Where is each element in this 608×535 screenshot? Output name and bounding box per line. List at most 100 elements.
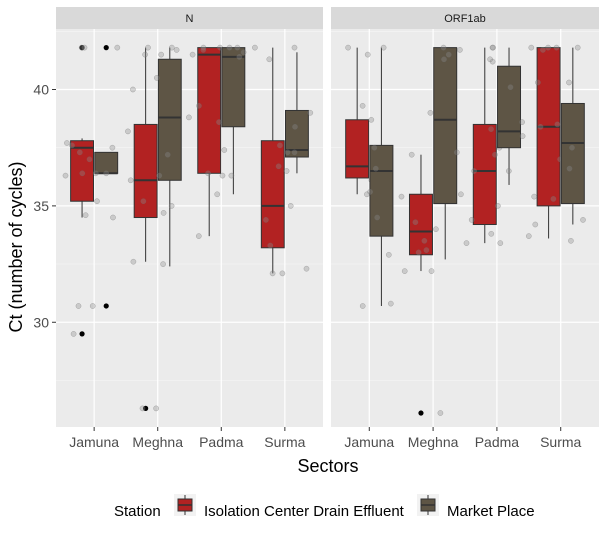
data-point [94, 198, 100, 205]
data-point [307, 109, 314, 116]
data-point [283, 168, 290, 174]
data-point [267, 242, 274, 249]
data-point [69, 142, 75, 149]
data-point [385, 251, 392, 258]
data-point [372, 165, 379, 172]
data-point [130, 258, 137, 265]
data-point [569, 144, 575, 151]
data-point [156, 172, 163, 179]
legend-entry-market: Market Place [417, 494, 535, 520]
panel-strip [56, 7, 323, 29]
box-body [560, 102, 585, 205]
data-point [528, 44, 535, 51]
data-point [200, 47, 207, 53]
data-point [70, 331, 77, 337]
box-padma-isolation [189, 44, 229, 239]
data-point [92, 170, 99, 177]
data-point [200, 44, 207, 51]
x-tick-label: Meghna [132, 434, 183, 450]
box-body [433, 47, 458, 205]
data-point [437, 410, 444, 416]
data-point [387, 300, 394, 307]
data-point [553, 44, 560, 51]
data-point [160, 210, 167, 216]
box-jamuna-market [359, 44, 394, 307]
box-meghna-market [423, 44, 464, 274]
panel-orf1ab: ORF1ab Jamuna Meghna Padma Surma [331, 7, 599, 450]
data-point [488, 230, 495, 237]
box-body [260, 140, 285, 249]
box-jamuna-market [86, 44, 121, 309]
y-tick-label: 30 [33, 314, 49, 330]
x-tick-label: Padma [199, 434, 244, 450]
x-tick-label: Jamuna [344, 434, 394, 450]
data-point [367, 189, 373, 195]
data-point [82, 212, 89, 219]
data-point [468, 217, 475, 223]
data-point [566, 79, 572, 86]
data-point [537, 123, 544, 130]
data-point [81, 44, 88, 51]
data-point [495, 203, 501, 209]
data-point [103, 170, 110, 177]
data-point [62, 172, 69, 179]
x-tick-label: Surma [264, 434, 305, 450]
data-point [497, 240, 504, 246]
legend-entry-isolation: Isolation Center Drain Effluent [174, 494, 405, 520]
data-point [158, 51, 165, 58]
data-point [145, 44, 151, 51]
data-point [445, 51, 452, 58]
panel-strip [331, 7, 599, 29]
data-point [168, 203, 175, 209]
legend-entry-label: Isolation Center Drain Effluent [204, 503, 405, 520]
box-meghna-market [153, 44, 192, 412]
data-point [153, 405, 159, 412]
data-point [89, 303, 96, 309]
data-point [142, 51, 148, 58]
panel-n: N Jamuna Meghna Padma Surma [56, 7, 323, 450]
box-surma-market [550, 44, 586, 244]
box-meghna-isolation [125, 44, 168, 412]
y-tick-label: 40 [33, 82, 49, 98]
x-tick-label: Meghna [408, 434, 459, 450]
data-point [440, 44, 447, 51]
data-point [226, 44, 233, 51]
data-point [76, 149, 83, 156]
box-body [369, 144, 394, 237]
box-body [472, 123, 497, 226]
box-jamuna-isolation [62, 44, 100, 337]
box-meghna-isolation [398, 151, 444, 416]
box-padma-market [487, 44, 526, 246]
data-point [75, 303, 82, 309]
data-point [463, 240, 470, 246]
outlier-point [418, 410, 424, 416]
data-point [415, 249, 422, 256]
data-point [130, 86, 136, 93]
data-point [79, 170, 86, 177]
data-point [531, 193, 538, 200]
box-body [497, 65, 522, 149]
data-point [195, 233, 202, 239]
data-point [428, 268, 435, 274]
outlier-point [103, 45, 109, 51]
data-point [221, 147, 228, 153]
data-point [364, 51, 371, 58]
data-point [507, 84, 514, 91]
data-point [109, 144, 116, 151]
data-point [371, 144, 378, 151]
box-body [345, 119, 370, 179]
x-axis-title: Sectors [297, 456, 358, 476]
data-point [292, 123, 298, 130]
data-point [401, 268, 408, 274]
data-point [580, 217, 586, 223]
outlier-point [79, 331, 85, 337]
data-point [205, 170, 211, 177]
data-point [125, 128, 131, 135]
data-point [110, 214, 116, 221]
box-padma-market [214, 44, 247, 198]
box-body [221, 47, 246, 128]
data-point [487, 56, 493, 63]
box-body [157, 58, 182, 181]
data-point [488, 126, 494, 132]
